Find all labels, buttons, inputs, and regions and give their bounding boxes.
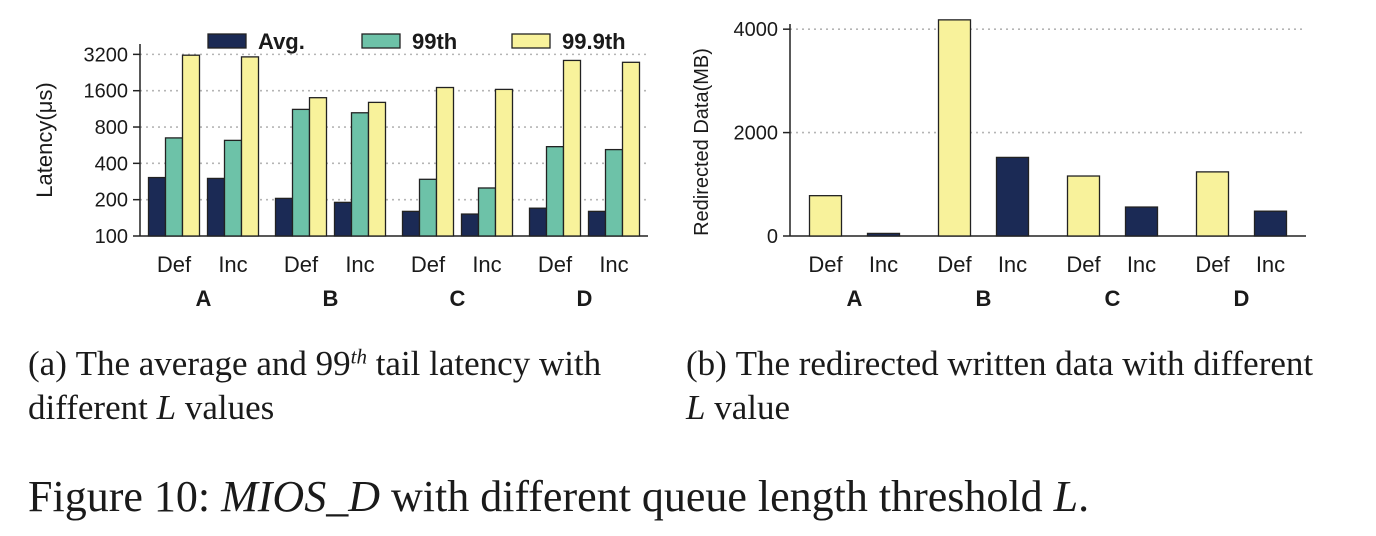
bar <box>808 195 843 237</box>
bar <box>181 54 201 237</box>
legend-swatch <box>207 33 247 49</box>
x-tick-label: Def <box>937 252 972 277</box>
bar <box>937 19 972 237</box>
legend-label: 99th <box>412 29 457 54</box>
y-tick-label: 800 <box>95 117 128 139</box>
y-tick-label: 100 <box>95 226 128 248</box>
y-tick-label: 4000 <box>734 19 779 41</box>
legend-swatch <box>511 33 551 49</box>
subcaption-b: (b) The redirected written data with dif… <box>686 342 1336 430</box>
legend-label: Avg. <box>258 29 305 54</box>
bar <box>1066 175 1101 237</box>
redirected-data-chart: 0 2000 4000 Redirected Data(MB) Def Inc Def Inc… <box>691 19 1306 311</box>
x-tick-label: Inc <box>472 252 501 277</box>
y-tick-label: 0 <box>767 226 778 248</box>
y-tick-label: 2000 <box>734 123 779 145</box>
bar <box>240 56 260 237</box>
x-tick-label: Inc <box>218 252 247 277</box>
bar <box>223 139 243 237</box>
subcaption-b-prefix: (b) <box>686 344 727 383</box>
group-label: D <box>577 286 593 311</box>
group-label: C <box>450 286 466 311</box>
legend-label: 99.9th <box>562 29 626 54</box>
figure-caption-variable: L <box>1053 472 1079 521</box>
legend-swatch <box>361 33 401 49</box>
x-tick-label: Inc <box>1127 252 1156 277</box>
bar <box>866 232 901 237</box>
figure-caption: Figure 10: MIOS_D with different queue l… <box>28 470 1368 524</box>
subcaption-a-superscript: th <box>350 344 367 369</box>
x-tick-label: Inc <box>998 252 1027 277</box>
y-tick-label: 3200 <box>84 44 129 66</box>
bar <box>206 177 226 237</box>
group-label: D <box>1234 286 1250 311</box>
subcaption-a-prefix: (a) <box>28 344 67 383</box>
group-label: B <box>323 286 339 311</box>
x-tick-label: Def <box>284 252 319 277</box>
figure-caption-text: with different queue length threshold <box>379 472 1054 521</box>
y-axis-title: Latency(μs) <box>32 82 57 197</box>
y-tick-label: 400 <box>95 153 128 175</box>
bar <box>350 112 370 237</box>
x-tick-label: Def <box>411 252 446 277</box>
bar <box>418 178 438 237</box>
group-label: B <box>976 286 992 311</box>
bar <box>477 187 497 237</box>
y-tick-label: 1600 <box>84 81 129 103</box>
bar <box>587 210 607 237</box>
figure-caption-end: . <box>1078 472 1090 521</box>
bar <box>274 197 294 237</box>
bar <box>562 59 582 237</box>
bar <box>367 101 387 237</box>
bar <box>621 61 641 237</box>
x-tick-label: Inc <box>345 252 374 277</box>
subcaption-b-text-1: The redirected written data with differe… <box>735 344 1314 383</box>
subcaption-a-variable: L <box>156 388 177 427</box>
figure-caption-label: Figure 10: <box>28 472 222 521</box>
x-tick-label: Inc <box>1256 252 1285 277</box>
group-label: A <box>196 286 212 311</box>
bar <box>545 146 565 237</box>
bar <box>291 108 311 237</box>
subcaption-a-text-2: tail latency with different <box>28 344 602 427</box>
bar <box>494 88 514 237</box>
group-label: A <box>847 286 863 311</box>
x-tick-label: Def <box>538 252 573 277</box>
bar <box>435 86 455 237</box>
bar <box>995 156 1030 237</box>
bar <box>1195 171 1230 237</box>
bar <box>528 207 548 237</box>
x-tick-label: Inc <box>869 252 898 277</box>
subcaption-a: (a) The average and 99th tail latency wi… <box>28 342 668 430</box>
x-tick-label: Def <box>157 252 192 277</box>
bar <box>308 97 328 237</box>
bar <box>333 201 353 237</box>
bar <box>1124 206 1159 237</box>
x-tick-label: Def <box>1066 252 1101 277</box>
subcaption-a-text-3: values <box>176 388 275 427</box>
x-tick-label: Def <box>1195 252 1230 277</box>
y-tick-label: 200 <box>95 190 128 212</box>
x-tick-label: Def <box>808 252 843 277</box>
bar <box>1253 210 1288 237</box>
subcaption-a-text-1: The average and 99 <box>75 344 351 383</box>
y-axis-title: Redirected Data(MB) <box>691 48 713 236</box>
bar <box>604 148 624 237</box>
subcaption-b-variable: L <box>686 388 706 427</box>
group-label: C <box>1105 286 1121 311</box>
figure-caption-name: MIOS_D <box>221 472 380 521</box>
bar <box>164 137 184 237</box>
bar <box>401 210 421 237</box>
bar <box>147 176 167 237</box>
bar <box>460 213 480 237</box>
subcaption-b-text-2: value <box>705 388 791 427</box>
x-tick-label: Inc <box>599 252 628 277</box>
